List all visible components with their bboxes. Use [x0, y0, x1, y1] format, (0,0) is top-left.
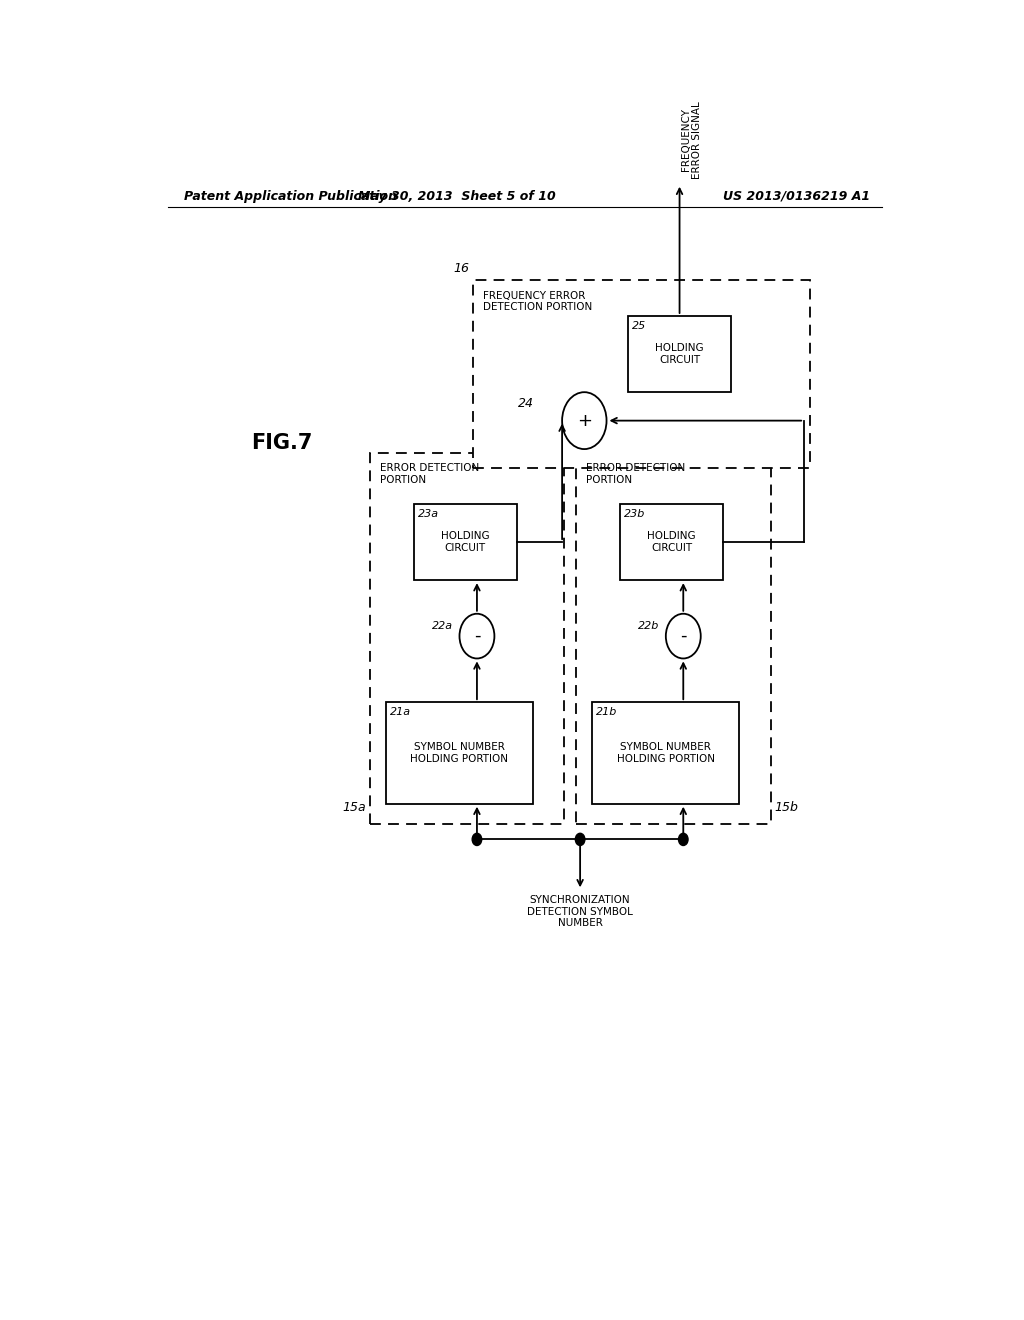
- Bar: [628, 315, 731, 392]
- Text: ERROR DETECTION
PORTION: ERROR DETECTION PORTION: [586, 463, 685, 484]
- Bar: [414, 504, 517, 581]
- Circle shape: [679, 833, 688, 846]
- Text: Patent Application Publication: Patent Application Publication: [183, 190, 396, 202]
- Text: May 30, 2013  Sheet 5 of 10: May 30, 2013 Sheet 5 of 10: [358, 190, 556, 202]
- Text: -: -: [474, 627, 480, 645]
- Text: FIG.7: FIG.7: [251, 433, 312, 453]
- Text: 22a: 22a: [432, 620, 453, 631]
- Text: 23b: 23b: [624, 510, 645, 519]
- Text: 24: 24: [518, 397, 535, 411]
- Text: US 2013/0136219 A1: US 2013/0136219 A1: [723, 190, 870, 202]
- Text: 16: 16: [454, 263, 469, 276]
- Bar: [386, 702, 532, 804]
- Bar: [577, 453, 771, 824]
- Text: FREQUENCY ERROR
DETECTION PORTION: FREQUENCY ERROR DETECTION PORTION: [482, 290, 592, 312]
- Bar: [473, 280, 811, 469]
- Text: 21a: 21a: [390, 708, 411, 717]
- Circle shape: [562, 392, 606, 449]
- Text: ERROR DETECTION
PORTION: ERROR DETECTION PORTION: [380, 463, 479, 484]
- Text: HOLDING
CIRCUIT: HOLDING CIRCUIT: [655, 343, 703, 364]
- Text: +: +: [577, 412, 592, 429]
- Text: 15b: 15b: [775, 801, 799, 814]
- Text: FREQUENCY
ERROR SIGNAL: FREQUENCY ERROR SIGNAL: [681, 100, 702, 178]
- Text: HOLDING
CIRCUIT: HOLDING CIRCUIT: [647, 531, 696, 553]
- Circle shape: [666, 614, 700, 659]
- Text: 22b: 22b: [638, 620, 659, 631]
- Circle shape: [460, 614, 495, 659]
- Text: HOLDING
CIRCUIT: HOLDING CIRCUIT: [441, 531, 489, 553]
- Circle shape: [472, 833, 481, 846]
- Circle shape: [575, 833, 585, 846]
- Text: 15a: 15a: [342, 801, 367, 814]
- Text: 21b: 21b: [596, 708, 617, 717]
- Bar: [592, 702, 739, 804]
- Bar: [370, 453, 564, 824]
- Text: -: -: [680, 627, 686, 645]
- Text: SYNCHRONIZATION
DETECTION SYMBOL
NUMBER: SYNCHRONIZATION DETECTION SYMBOL NUMBER: [527, 895, 633, 928]
- Text: SYMBOL NUMBER
HOLDING PORTION: SYMBOL NUMBER HOLDING PORTION: [411, 742, 508, 764]
- Text: 23a: 23a: [418, 510, 439, 519]
- Text: SYMBOL NUMBER
HOLDING PORTION: SYMBOL NUMBER HOLDING PORTION: [616, 742, 715, 764]
- Text: 25: 25: [632, 321, 646, 331]
- Bar: [620, 504, 723, 581]
